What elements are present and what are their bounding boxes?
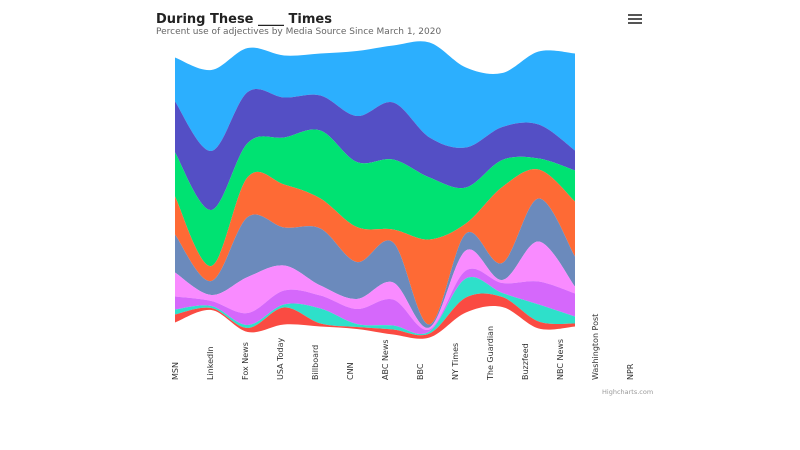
- x-axis-label: The Guardian: [486, 326, 495, 381]
- x-axis-label: Billboard: [311, 345, 320, 380]
- x-axis-label: LinkedIn: [206, 346, 215, 380]
- stream-series-1[interactable]: [175, 89, 575, 211]
- x-axis-label: Washington Post: [591, 314, 600, 380]
- stream-series-5[interactable]: [175, 241, 575, 331]
- stream-series-8[interactable]: [175, 293, 575, 339]
- x-axis-label: ABC News: [381, 339, 390, 380]
- x-axis-label: CNN: [346, 362, 355, 380]
- credits[interactable]: Highcharts.com: [602, 388, 654, 396]
- x-axis-label: NPR: [626, 363, 635, 380]
- stream-series-2[interactable]: [175, 129, 575, 267]
- x-axis-label: Fox News: [241, 342, 250, 380]
- x-axis-label: BBC: [416, 363, 425, 380]
- x-axis-label: MSN: [171, 362, 180, 380]
- stream-series-0[interactable]: [175, 41, 575, 152]
- x-axis-label: Buzzfeed: [521, 343, 530, 380]
- chart-subtitle: Percent use of adjectives by Media Sourc…: [156, 27, 442, 37]
- stream-series-3[interactable]: [175, 169, 575, 325]
- x-axis-label: NY Times: [451, 343, 460, 380]
- x-axis-label: NBC News: [556, 339, 565, 380]
- stream-series-6[interactable]: [175, 268, 575, 335]
- hamburger-menu-icon[interactable]: [628, 14, 642, 26]
- chart-title: During These ____ Times: [156, 12, 332, 27]
- stream-series-7[interactable]: [175, 277, 575, 336]
- x-axis-label: USA Today: [276, 338, 285, 381]
- stream-series-4[interactable]: [175, 198, 575, 328]
